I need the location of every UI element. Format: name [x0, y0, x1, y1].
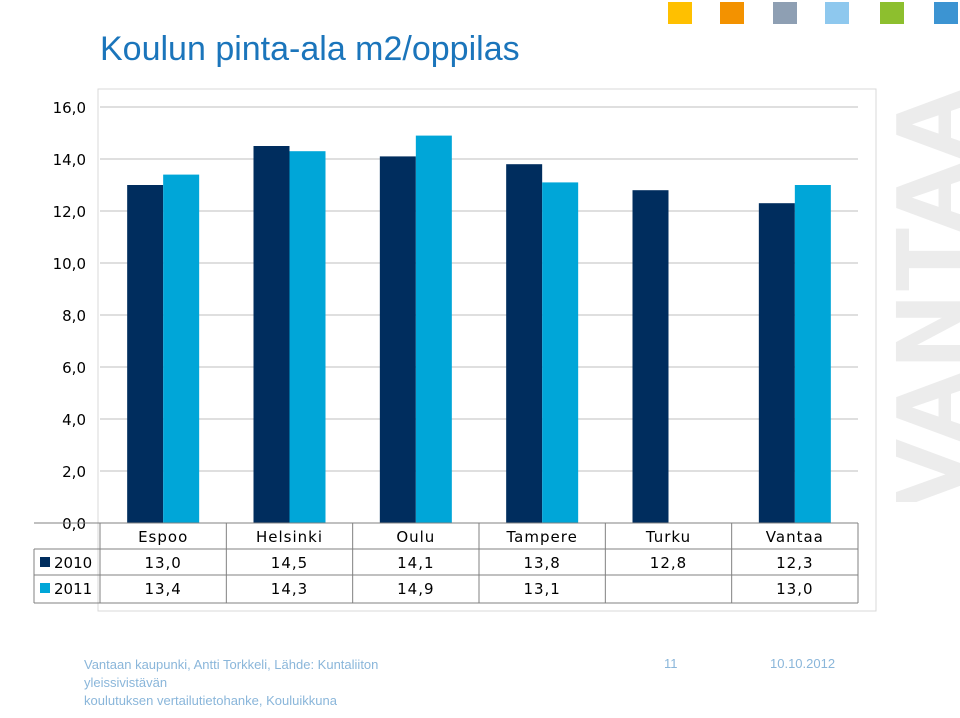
bar-2010-helsinki — [253, 146, 290, 523]
data-label: 13,4 — [144, 580, 181, 598]
header-square — [934, 2, 958, 24]
data-label: 12,3 — [776, 554, 813, 572]
category-label: Espoo — [138, 528, 188, 546]
page-number: 11 — [664, 656, 678, 671]
y-tick-label: 6,0 — [62, 359, 86, 377]
y-tick-label: 4,0 — [62, 411, 86, 429]
footer-line-1: Vantaan kaupunki, Antti Torkkeli, Lähde:… — [84, 657, 379, 690]
y-tick-label: 0,0 — [62, 515, 86, 533]
header-square — [880, 2, 904, 24]
category-label: Vantaa — [766, 528, 824, 546]
bar-2011-tampere — [542, 182, 579, 523]
bar-2011-oulu — [415, 135, 452, 523]
category-label: Oulu — [396, 528, 435, 546]
category-label: Tampere — [506, 528, 578, 546]
y-tick-label: 2,0 — [62, 463, 86, 481]
footer-date: 10.10.2012 — [770, 656, 836, 671]
footer-line-2: koulutuksen vertailutietohanke, Kouluikk… — [84, 693, 337, 708]
data-label: 13,8 — [523, 554, 560, 572]
header-square — [773, 2, 797, 24]
data-label: 14,1 — [397, 554, 434, 572]
legend-label: 2011 — [54, 580, 92, 598]
y-tick-label: 8,0 — [62, 307, 86, 325]
y-tick-label: 16,0 — [53, 99, 86, 117]
bar-2011-vantaa — [794, 185, 831, 523]
header-square — [825, 2, 849, 24]
bar-2011-espoo — [163, 174, 200, 523]
data-label: 13,0 — [776, 580, 813, 598]
legend-key-2011 — [40, 583, 50, 593]
bar-2010-vantaa — [758, 203, 795, 523]
y-tick-label: 14,0 — [53, 151, 86, 169]
data-label: 13,1 — [523, 580, 560, 598]
bar-2010-turku — [632, 190, 669, 523]
page-title: Koulun pinta-ala m2/oppilas — [100, 30, 520, 68]
bar-2010-espoo — [127, 185, 164, 523]
bar-chart: 0,0 2,0 4,0 6,0 8,0 10,0 12,0 14,0 16,0 Espoo Hels… — [33, 88, 877, 612]
footer-source: Vantaan kaupunki, Antti Torkkeli, Lähde:… — [84, 656, 464, 710]
y-tick-label: 12,0 — [53, 203, 86, 221]
plot-frame — [97, 88, 877, 612]
bar-2010-tampere — [506, 164, 543, 523]
legend-label: 2010 — [54, 554, 92, 572]
data-label: 14,3 — [271, 580, 308, 598]
bar-2011-helsinki — [289, 151, 326, 523]
data-label: 14,5 — [271, 554, 308, 572]
bar-2010-oulu — [379, 156, 416, 523]
category-label: Helsinki — [256, 528, 323, 546]
data-label: 12,8 — [650, 554, 687, 572]
header-square — [668, 2, 692, 24]
data-label: 14,9 — [397, 580, 434, 598]
header-square — [720, 2, 744, 24]
category-label: Turku — [645, 528, 691, 546]
legend-key-2010 — [40, 557, 50, 567]
y-tick-label: 10,0 — [53, 255, 86, 273]
data-label: 13,0 — [144, 554, 181, 572]
